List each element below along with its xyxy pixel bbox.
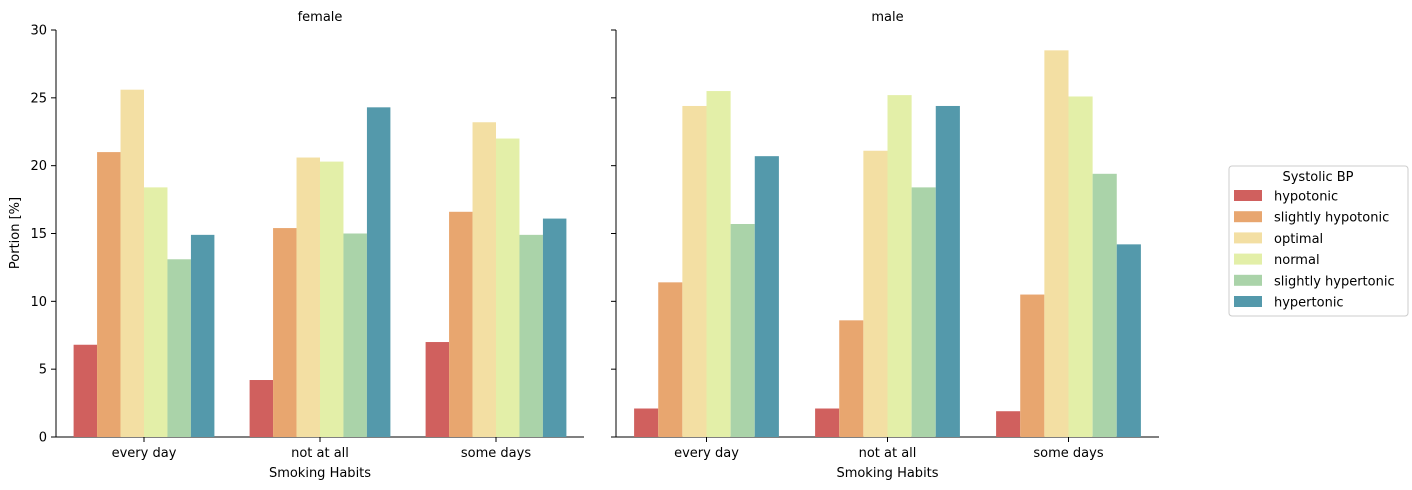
bar-male-not-at-all-normal (887, 95, 912, 438)
legend-items: hypotonic slightly hypotonic optimal normal… (1234, 190, 1395, 311)
bar-female-every-day-optimal (120, 89, 144, 438)
y-tick-label: 30 (30, 24, 47, 39)
bar-male-some-days-normal (1068, 96, 1093, 437)
y-tick-label: 20 (30, 159, 47, 174)
y-axis-label: Portion [%] (8, 197, 23, 269)
bar-female-not-at-all-hypotonic (249, 380, 274, 437)
bar-female-every-day-slightly-hypotonic (97, 152, 121, 437)
bar-male-not-at-all-hypotonic (815, 408, 840, 437)
panel-title: male (871, 10, 903, 25)
bar-female-some-days-slightly-hypotonic (449, 211, 473, 437)
y-tick-label: 5 (39, 363, 47, 378)
bar-male-every-day-slightly-hypotonic (658, 282, 683, 437)
x-axis-label: Smoking Habits (836, 466, 938, 481)
bar-male-every-day-optimal (682, 105, 707, 438)
bar-female-every-day-hypotonic (73, 344, 98, 437)
bar-female-every-day-normal (144, 187, 168, 437)
bar-male-every-day-normal (706, 91, 731, 438)
legend-label: hypotonic (1274, 190, 1338, 205)
legend-label: optimal (1274, 232, 1323, 247)
bar-female-not-at-all-normal (320, 161, 344, 437)
x-tick-label: not at all (291, 446, 349, 461)
legend-item: slightly hypertonic (1234, 274, 1395, 289)
bar-male-every-day-slightly-hypertonic (730, 224, 755, 437)
bar-female-some-days-hypotonic (425, 342, 450, 437)
legend-title: Systolic BP (1282, 170, 1353, 185)
panels: female 0 5 10 15 20 25 30 every day not at all som… (8, 10, 1159, 481)
bar-male-not-at-all-hypertonic (935, 105, 960, 438)
x-tick-label: some days (461, 446, 531, 461)
bar-female-some-days-optimal (472, 122, 496, 438)
panel-male: male every day not at all some days Smoking … (611, 10, 1159, 481)
bar-male-some-days-slightly-hypotonic (1020, 294, 1045, 437)
legend-swatch (1234, 296, 1262, 307)
bar-female-not-at-all-hypertonic (366, 107, 391, 437)
legend-frame (1228, 165, 1409, 317)
y-tick-label: 10 (30, 295, 47, 310)
bar-male-some-days-optimal (1044, 50, 1069, 437)
legend-item: optimal (1234, 232, 1323, 247)
x-axis-label: Smoking Habits (269, 466, 371, 481)
x-tick-label: every day (674, 446, 739, 461)
legend-label: slightly hypotonic (1274, 211, 1389, 226)
panel-female: female 0 5 10 15 20 25 30 every day not at all som… (30, 10, 584, 481)
bar-male-not-at-all-slightly-hypotonic (839, 320, 864, 437)
legend-swatch (1234, 232, 1262, 244)
panel-title: female (298, 10, 343, 25)
bar-male-not-at-all-slightly-hypertonic (911, 187, 936, 437)
bar-female-every-day-hypertonic (190, 234, 215, 437)
bar-female-not-at-all-slightly-hypertonic (343, 233, 367, 437)
legend-item: hypotonic (1234, 190, 1338, 205)
bar-male-some-days-hypertonic (1116, 244, 1141, 437)
legend-item: hypertonic (1234, 296, 1344, 311)
bar-male-every-day-hypertonic (754, 156, 779, 438)
legend-swatch (1234, 190, 1262, 201)
legend-item: normal (1234, 253, 1320, 268)
legend-swatch (1234, 274, 1262, 286)
y-tick-label: 25 (30, 91, 47, 106)
bar-male-not-at-all-optimal (863, 150, 888, 437)
legend-item: slightly hypotonic (1234, 211, 1389, 226)
bar-male-every-day-hypotonic (634, 408, 659, 437)
y-tick-label: 0 (39, 431, 47, 446)
bar-female-some-days-slightly-hypertonic (519, 234, 543, 437)
bar-female-not-at-all-optimal (296, 157, 320, 437)
bar-female-not-at-all-slightly-hypotonic (273, 228, 297, 437)
x-tick-label: every day (112, 446, 177, 461)
y-tick-label: 15 (30, 227, 47, 242)
legend-swatch (1234, 253, 1262, 265)
bar-male-some-days-slightly-hypertonic (1092, 173, 1117, 437)
x-tick-label: not at all (859, 446, 917, 461)
legend-swatch (1234, 211, 1262, 223)
bar-male-some-days-hypotonic (996, 411, 1021, 437)
legend: Systolic BP hypotonic slightly hypotonic o… (1228, 165, 1409, 317)
legend-label: slightly hypertonic (1274, 274, 1395, 289)
bar-female-some-days-normal (496, 138, 520, 438)
bar-female-every-day-slightly-hypertonic (167, 259, 191, 437)
bar-female-some-days-hypertonic (542, 218, 567, 437)
x-tick-label: some days (1033, 446, 1103, 461)
legend-label: hypertonic (1274, 296, 1344, 311)
legend-label: normal (1274, 253, 1320, 268)
